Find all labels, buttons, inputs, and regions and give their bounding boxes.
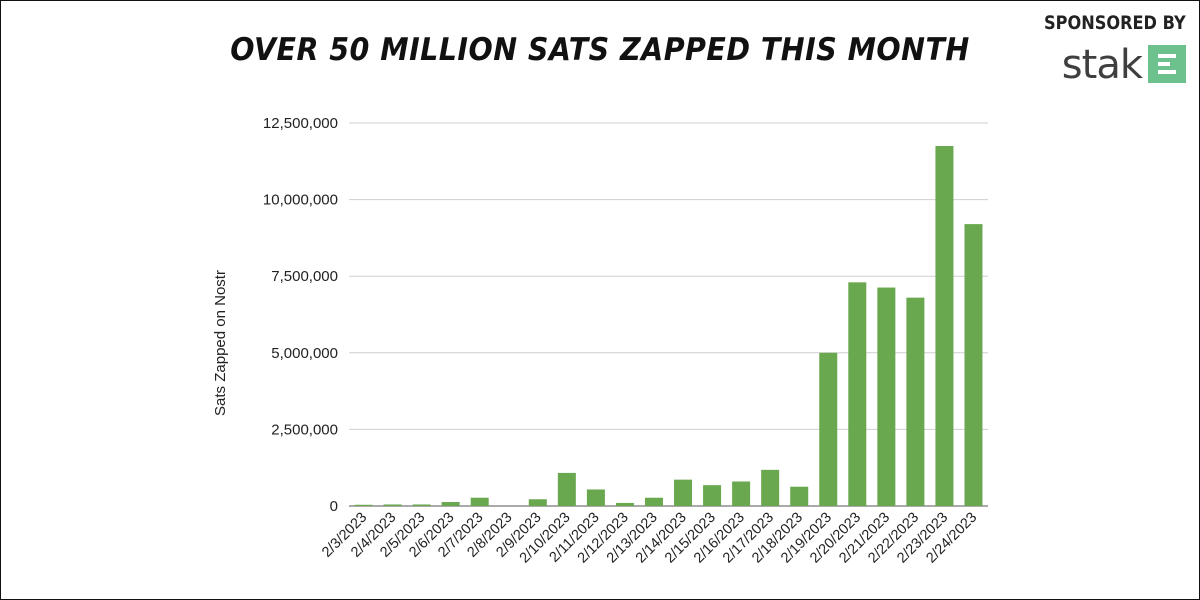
bar-2-22-2023 — [906, 297, 925, 506]
x-axis-tick-labels: 2/3/20232/4/20232/5/20232/6/20232/7/2023… — [319, 510, 980, 567]
bar-2-20-2023 — [848, 282, 867, 506]
bar-2-6-2023 — [441, 502, 460, 506]
bar-2-23-2023 — [935, 145, 954, 507]
bar-2-24-2023 — [964, 224, 983, 506]
bar-2-14-2023 — [674, 479, 693, 506]
bar-2-12-2023 — [615, 502, 634, 506]
y-tick-label: 10,000,000 — [263, 192, 338, 209]
y-tick-label: 2,500,000 — [271, 421, 338, 438]
bar-2-15-2023 — [703, 485, 722, 506]
bars — [354, 145, 983, 507]
bar-2-17-2023 — [761, 469, 780, 506]
bar-2-9-2023 — [528, 499, 547, 506]
bar-2-3-2023 — [354, 504, 373, 506]
bar-2-18-2023 — [790, 486, 809, 506]
stak-logo-icon — [1148, 45, 1186, 83]
bar-2-11-2023 — [586, 489, 605, 506]
y-axis-tick-labels: 0 2,500,000 5,000,000 7,500,000 10,000,000 12… — [263, 115, 338, 515]
bar-2-4-2023 — [383, 504, 402, 506]
bar-2-10-2023 — [557, 472, 576, 506]
y-tick-label: 12,500,000 — [263, 115, 338, 132]
bar-2-7-2023 — [470, 497, 489, 506]
sponsor-block: SPONSORED BY stak — [1036, 12, 1186, 92]
bar-2-13-2023 — [644, 497, 663, 506]
chart-title: OVER 50 MILLION SATS ZAPPED THIS MONTH — [230, 32, 970, 68]
bar-2-19-2023 — [819, 352, 838, 506]
y-tick-label: 0 — [330, 498, 338, 515]
bar-2-5-2023 — [412, 504, 431, 506]
bar-2-16-2023 — [732, 481, 751, 506]
bar-2-21-2023 — [877, 287, 896, 506]
sponsor-brand-name: stak — [1061, 42, 1143, 88]
y-tick-label: 5,000,000 — [271, 345, 338, 362]
sponsor-label: SPONSORED BY — [1044, 12, 1186, 34]
y-axis-label: Sats Zapped on Nostr — [212, 270, 229, 416]
y-tick-label: 7,500,000 — [271, 268, 338, 285]
